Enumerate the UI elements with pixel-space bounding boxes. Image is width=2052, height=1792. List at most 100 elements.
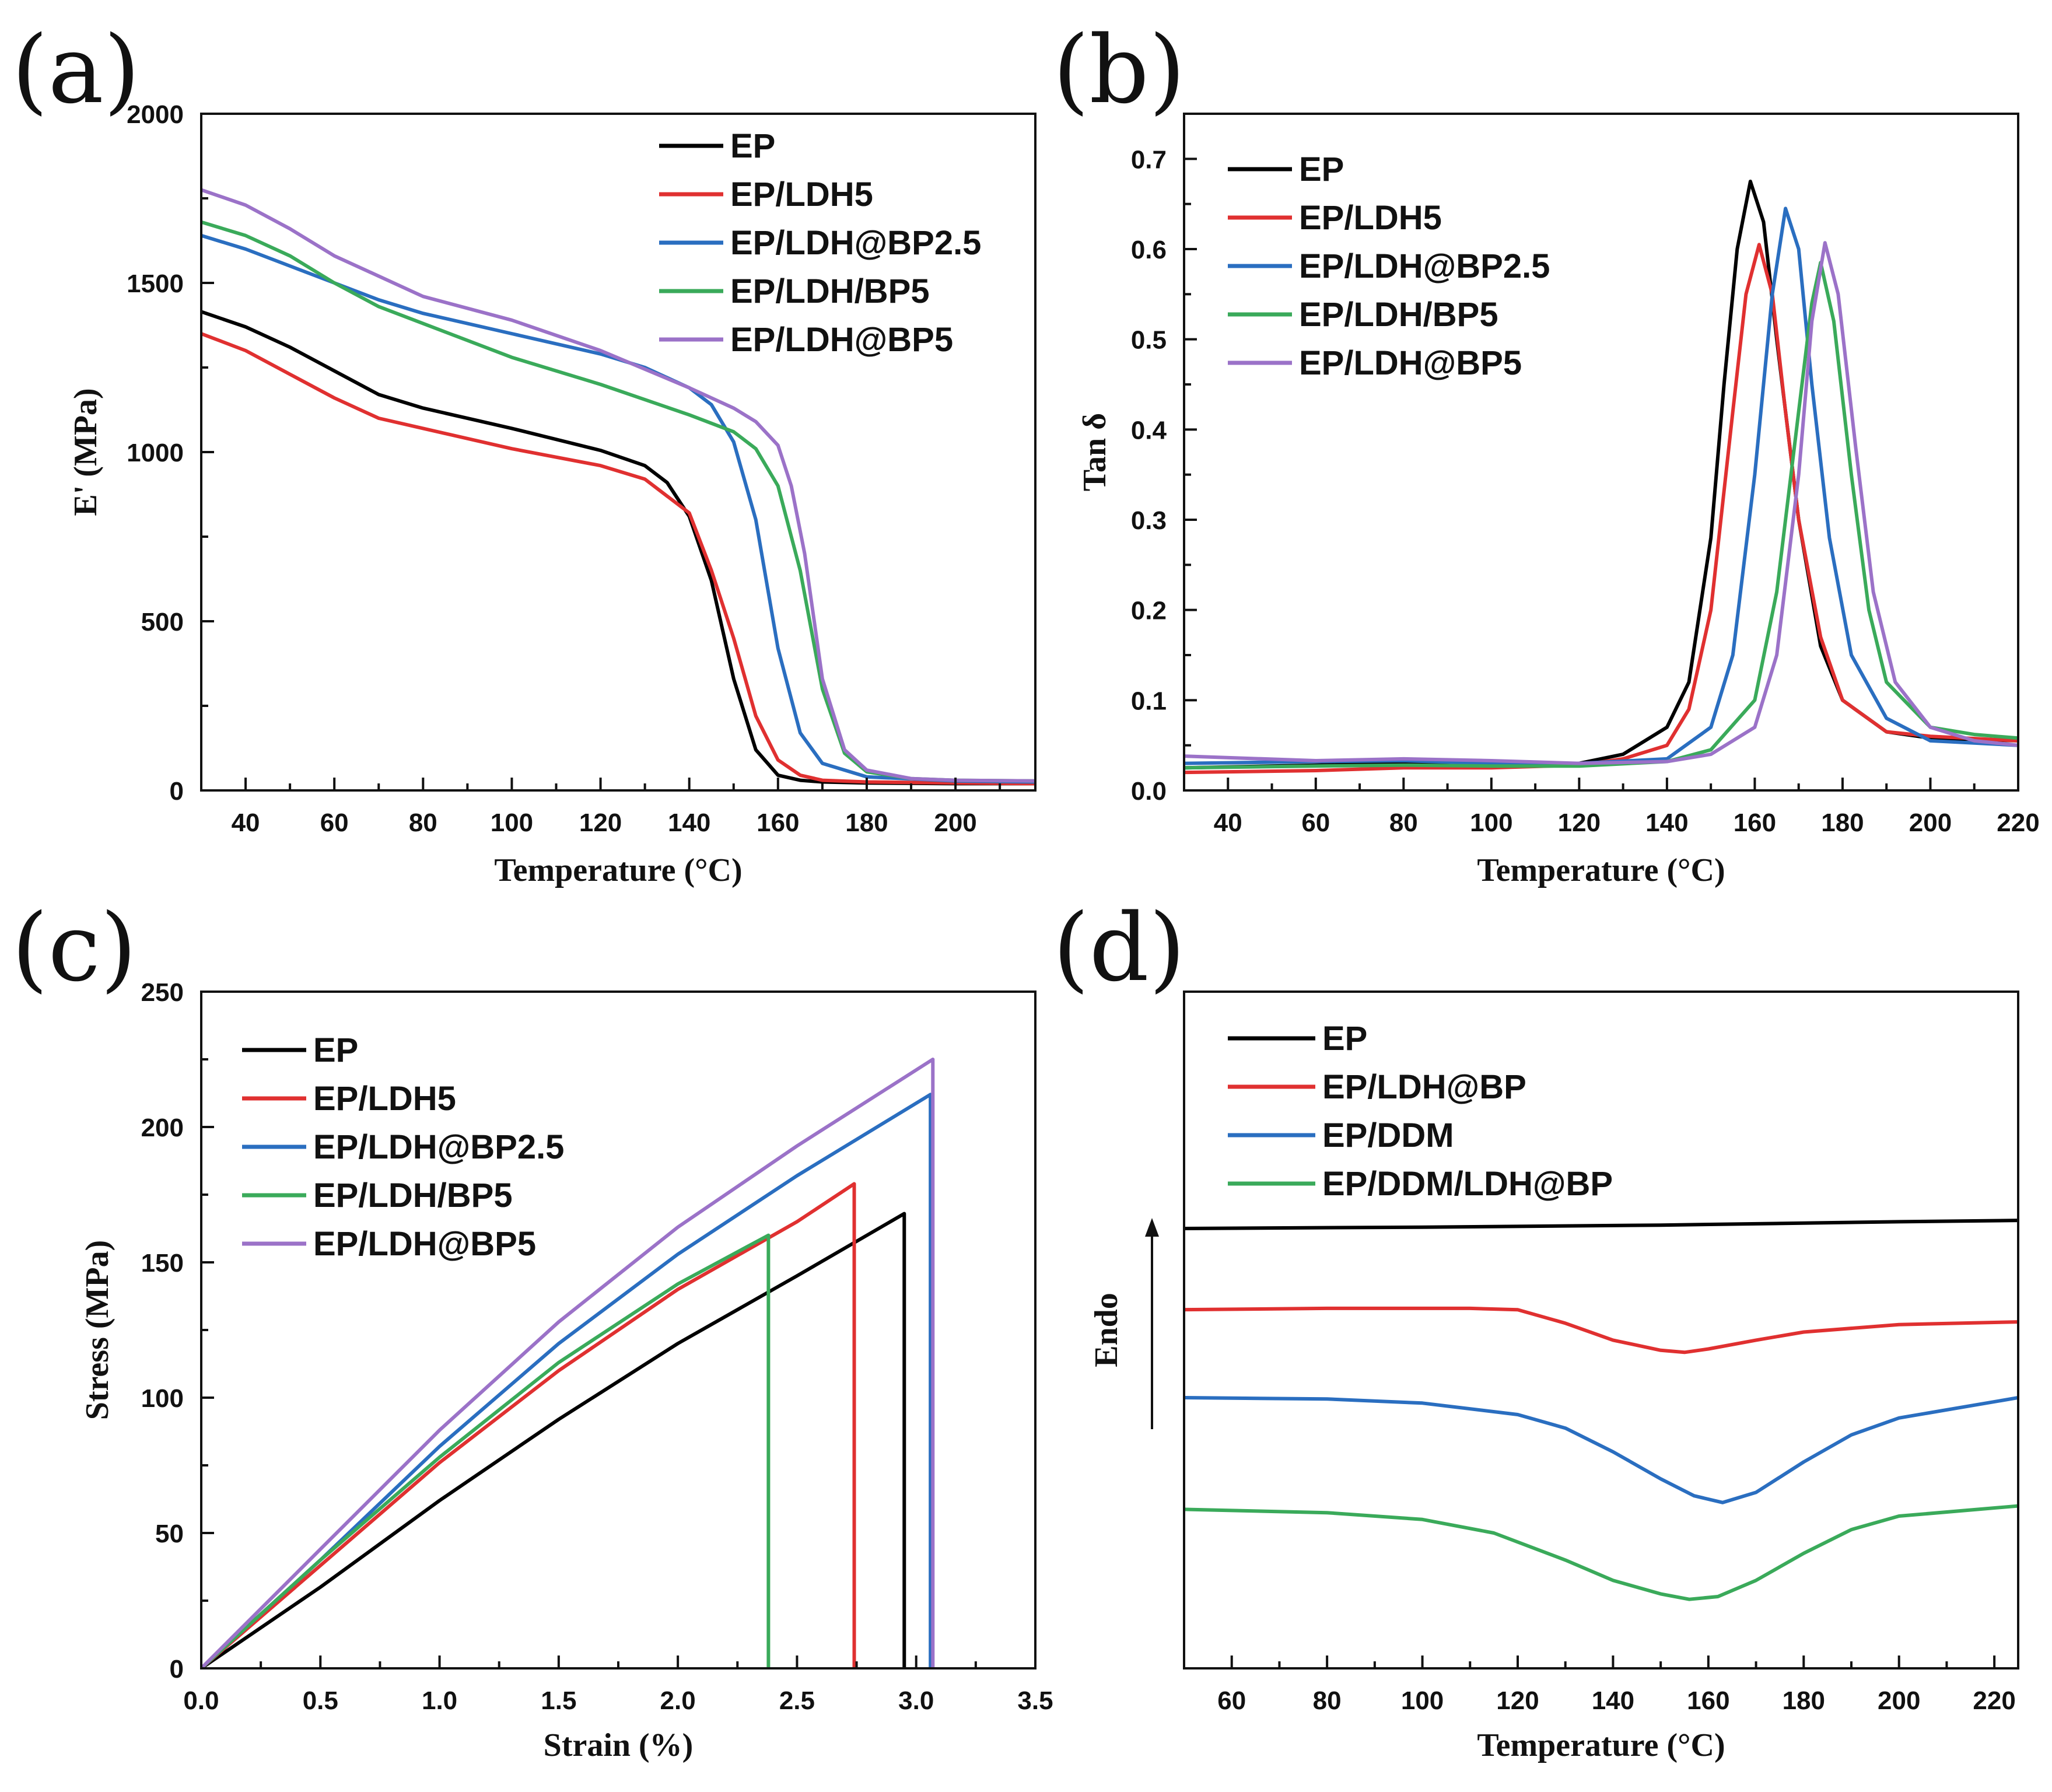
x-tick-label: 220: [1973, 1686, 2015, 1715]
series-line-ep-ldh-bp2-5: [1184, 206, 2018, 765]
series-line-ep: [1184, 1219, 2018, 1230]
panel-letter: (c): [12, 893, 136, 1002]
legend: EP EP/LDH5 EP/LDH@BP2.5 EP/LDH/BP5 EP/LDH@BP…: [1228, 150, 1550, 382]
x-tick-label: 180: [1783, 1686, 1825, 1715]
x-tick-label: 40: [232, 808, 260, 837]
endo-arrow-head: [1145, 1218, 1159, 1237]
x-tick-label: 160: [757, 808, 799, 837]
legend-label: EP/LDH@BP5: [730, 321, 953, 359]
y-tick-label: 1000: [127, 439, 184, 467]
x-tick-label: 60: [320, 808, 349, 837]
y-tick-label: 2000: [127, 100, 184, 129]
legend-label: EP/LDH/BP5: [1299, 296, 1498, 334]
x-tick-label: 180: [1821, 808, 1864, 837]
y-axis-title: Endo: [1088, 1293, 1125, 1367]
panel-d: (d) 60 80 100 120 140 160 180 200 220 Temperature …: [1053, 893, 2019, 1763]
x-tick-label: 120: [579, 808, 622, 837]
x-tick-label: 120: [1558, 808, 1601, 837]
plot-frame: [200, 113, 1036, 792]
x-tick-label: 80: [1313, 1686, 1342, 1715]
x-tick-label: 3.0: [898, 1686, 934, 1715]
plot-frame: [1183, 113, 2019, 792]
legend: EP EP/LDH5 EP/LDH@BP2.5 EP/LDH/BP5 EP/LDH@BP…: [242, 1031, 564, 1263]
series-line-ep-ldh5: [201, 1182, 856, 1668]
y-tick-label: 0.2: [1131, 597, 1167, 625]
legend-label: EP/LDH5: [313, 1080, 456, 1118]
x-tick-label: 140: [1645, 808, 1688, 837]
y-tick-label: 0.1: [1131, 687, 1167, 715]
y-tick-label: 50: [155, 1520, 184, 1548]
panel-c: (c) 0.0 0.5 1.0 1.5 2.0 2.5 3.0 3.5 0 50 100 150 200 2…: [12, 893, 1053, 1763]
x-tick-label: 120: [1496, 1686, 1539, 1715]
plot-frame: [1183, 991, 2019, 1670]
series-line-ep: [201, 310, 1035, 786]
series-line-ep: [201, 1212, 906, 1668]
y-tick-label: 0.5: [1131, 326, 1167, 355]
series-line-ep-ldh-bp: [1184, 1306, 2018, 1354]
x-tick-label: 2.0: [660, 1686, 696, 1715]
x-tick-label: 1.0: [422, 1686, 457, 1715]
y-axis-title: Stress (MPa): [79, 1240, 115, 1420]
series-line-ep-ddm: [1184, 1396, 2018, 1504]
legend-label: EP/LDH/BP5: [730, 272, 930, 310]
y-tick-label: 100: [141, 1384, 184, 1413]
y-axis-title: Tan δ: [1077, 413, 1113, 491]
panel-letter: (a): [12, 15, 140, 124]
x-tick-label: 140: [1592, 1686, 1634, 1715]
x-tick-label: 160: [1734, 808, 1776, 837]
legend-label: EP/LDH@BP5: [1299, 344, 1522, 382]
x-tick-label: 60: [1217, 1686, 1246, 1715]
x-tick-label: 40: [1214, 808, 1242, 837]
x-tick-label: 140: [668, 808, 710, 837]
legend-label: EP/LDH@BP5: [313, 1225, 536, 1263]
series-line-ep-ldh-bp5: [201, 1233, 771, 1668]
y-tick-label: 0.3: [1131, 506, 1167, 535]
series-line-ep-ldh5: [201, 332, 1035, 786]
legend-label: EP/LDH@BP2.5: [730, 224, 981, 262]
x-tick-label: 80: [1389, 808, 1418, 837]
y-tick-label: 0: [170, 1655, 184, 1684]
y-tick-label: 150: [141, 1249, 184, 1278]
legend-label: EP: [1299, 150, 1344, 188]
y-tick-label: 0.4: [1131, 416, 1167, 444]
y-axis-title: E' (MPa): [68, 388, 104, 516]
x-tick-label: 200: [1878, 1686, 1920, 1715]
x-tick-label: 80: [409, 808, 437, 837]
x-tick-label: 100: [491, 808, 533, 837]
legend-label: EP/LDH@BP2.5: [1299, 247, 1550, 285]
x-tick-label: 160: [1687, 1686, 1729, 1715]
x-tick-label: 200: [1909, 808, 1952, 837]
y-tick-label: 0.7: [1131, 145, 1167, 174]
series-line-ep-ldh-bp5: [201, 188, 1035, 783]
x-tick-label: 100: [1401, 1686, 1444, 1715]
x-tick-label: 200: [934, 808, 976, 837]
panel-a: (a)40 60 80 100 120 140 160 180 2000500100015002…: [12, 15, 1036, 888]
legend-label: EP/LDH/BP5: [313, 1177, 513, 1214]
x-tick-label: 0.5: [303, 1686, 338, 1715]
legend-label: EP/DDM/LDH@BP: [1322, 1165, 1613, 1203]
legend-label: EP: [313, 1031, 358, 1069]
x-axis-title: Strain (%): [544, 1727, 694, 1763]
panel-b: (b) 40 60 80 100 120 140 160 180 200 220 0.0 0.1 0.2 0…: [1053, 15, 2040, 888]
legend-label: EP: [730, 127, 775, 165]
y-tick-label: 0: [170, 777, 184, 806]
y-tick-label: 1500: [127, 270, 184, 298]
x-tick-label: 2.5: [779, 1686, 815, 1715]
y-tick-label: 0.6: [1131, 236, 1167, 264]
x-tick-label: 0.0: [183, 1686, 219, 1715]
panel-letter: (b): [1053, 15, 1185, 124]
x-tick-label: 3.5: [1017, 1686, 1053, 1715]
series-line-ep-ldh-bp5: [1184, 261, 2018, 770]
y-tick-label: 250: [141, 978, 184, 1007]
x-tick-label: 1.5: [541, 1686, 576, 1715]
legend-label: EP: [1322, 1020, 1367, 1058]
legend-label: EP/LDH5: [730, 176, 873, 214]
x-tick-label: 100: [1470, 808, 1512, 837]
series-line-ep-ldh-bp2-5: [201, 1093, 933, 1668]
series-line-ep-ddm-ldh-bp: [1184, 1504, 2018, 1601]
x-tick-label: 180: [845, 808, 888, 837]
legend-label: EP/DDM: [1322, 1116, 1454, 1154]
series-line-ep-ldh-bp5: [1184, 241, 2018, 765]
x-axis-title: Temperature (°C): [1477, 852, 1725, 888]
